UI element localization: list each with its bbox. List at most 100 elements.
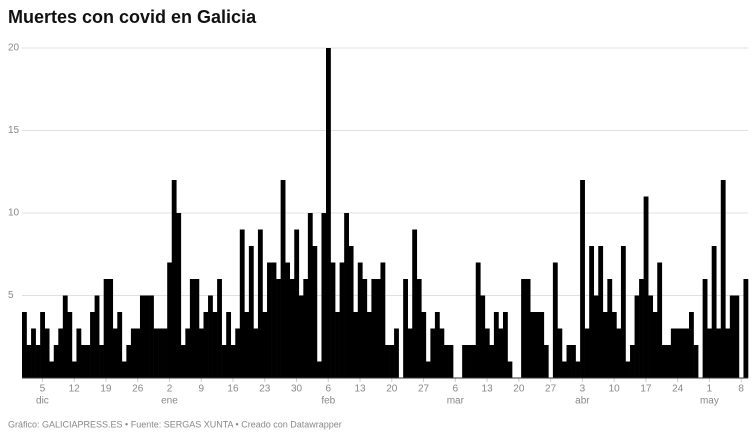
bar [525, 279, 531, 378]
x-tick-label: 13 [482, 384, 494, 395]
x-tick-label: 6 [326, 384, 332, 395]
bar [652, 312, 658, 378]
month-label: ene [161, 396, 178, 407]
bar [566, 345, 572, 378]
bar [670, 328, 676, 378]
month-label: feb [321, 396, 335, 407]
bar [611, 312, 617, 378]
bar [35, 345, 41, 378]
bar [462, 345, 467, 378]
bar [307, 213, 313, 378]
bar [135, 328, 141, 378]
bar [552, 262, 558, 378]
bar [26, 345, 32, 378]
bar [189, 279, 195, 378]
bar [534, 312, 540, 378]
bar [126, 345, 132, 378]
bar [239, 229, 245, 378]
bar [380, 262, 386, 378]
bar [321, 213, 327, 378]
bar [158, 328, 163, 378]
bar [226, 312, 232, 378]
bar [521, 279, 526, 378]
bar [561, 361, 567, 378]
bar [711, 246, 717, 378]
bar [71, 361, 77, 378]
bar [62, 295, 68, 378]
bar [643, 196, 649, 378]
bar [639, 279, 644, 378]
bar [276, 279, 281, 378]
bar [316, 361, 322, 378]
bar [593, 295, 599, 378]
bar [153, 328, 159, 378]
bar [58, 328, 64, 378]
bar [630, 345, 635, 378]
bar [235, 328, 241, 378]
bar [262, 312, 268, 378]
bar [90, 312, 95, 378]
bar [466, 345, 472, 378]
bar [557, 328, 563, 378]
bar [253, 328, 259, 378]
bar [67, 312, 73, 378]
bar [471, 345, 477, 378]
bar [580, 180, 585, 378]
bar [271, 262, 277, 378]
bar [480, 295, 486, 378]
x-tick-label: 6 [453, 384, 459, 395]
bar [121, 361, 127, 378]
chart-title: Muertes con covid en Galicia [8, 7, 257, 27]
x-tick-label: 24 [672, 384, 684, 395]
bar [707, 328, 712, 378]
bar [648, 295, 654, 378]
bar [353, 312, 359, 378]
month-label: may [700, 396, 719, 407]
x-tick-label: 16 [227, 384, 239, 395]
bar [425, 361, 431, 378]
bar [575, 361, 581, 378]
bar [375, 279, 381, 378]
bar [289, 279, 295, 378]
bar [729, 295, 735, 378]
bar [303, 279, 309, 378]
bar [85, 345, 91, 378]
bar [475, 262, 481, 378]
bar [108, 279, 114, 378]
bar [194, 279, 200, 378]
bar [502, 312, 508, 378]
bar [389, 345, 395, 378]
bar [620, 246, 626, 378]
bar [498, 328, 504, 378]
bar [720, 180, 726, 378]
bar [598, 246, 604, 378]
bar [416, 279, 422, 378]
bar [330, 262, 336, 378]
bar [407, 328, 413, 378]
bar [94, 295, 100, 378]
bar [734, 295, 740, 378]
bar [208, 295, 213, 378]
month-label: mar [447, 396, 465, 407]
x-tick-label: 20 [513, 384, 525, 395]
bar [40, 312, 45, 378]
x-tick-label: 23 [259, 384, 271, 395]
bar [366, 312, 372, 378]
y-tick-label: 15 [8, 125, 20, 136]
bar [80, 345, 86, 378]
bar [144, 295, 150, 378]
bar [117, 312, 123, 378]
x-tick-label: 19 [100, 384, 112, 395]
bar [130, 328, 136, 378]
bar [489, 345, 495, 378]
bar [298, 295, 304, 378]
bar [267, 262, 272, 378]
bar [571, 345, 576, 378]
bar [171, 180, 177, 378]
bar [602, 312, 608, 378]
bar [167, 262, 173, 378]
bar [362, 279, 368, 378]
x-tick-label: 27 [418, 384, 430, 395]
y-tick-label: 20 [8, 43, 20, 54]
bar [584, 328, 590, 378]
